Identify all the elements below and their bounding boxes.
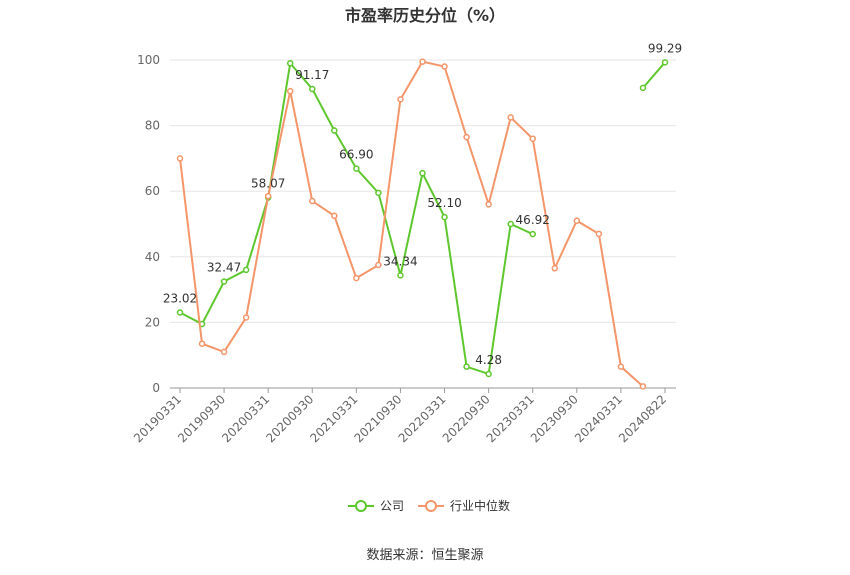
data-point [551,265,559,272]
data-point [485,370,492,378]
data-point [198,340,206,347]
data-label: 23.02 [163,291,197,305]
data-point [529,230,536,238]
grid [170,59,676,323]
data-point [353,274,360,282]
data-label: 52.10 [427,196,461,210]
data-point [220,348,228,356]
data-point [595,230,603,238]
y-tick-label: 80 [145,119,160,133]
data-label: 58.07 [251,177,285,191]
legend-swatch-marker [425,500,437,512]
data-point [264,192,272,200]
y-tick-label: 40 [145,250,160,264]
data-point [331,212,338,220]
data-point [639,84,647,92]
data-point [573,217,581,224]
data-point [507,114,514,121]
data-label: 34.34 [383,254,417,268]
legend[interactable]: 公司 行业中位数 [348,498,510,513]
y-tick-label: 60 [145,184,160,198]
data-point [397,272,404,279]
data-point [441,213,448,221]
data-point [220,278,228,285]
legend-label: 行业中位数 [450,498,510,513]
data-point [441,63,448,70]
data-point [507,220,514,228]
data-point [661,59,669,66]
source-note: 数据来源：恒生聚源 [366,548,483,563]
data-point [353,165,360,172]
y-axis: 0 20 40 60 80 100 [137,53,160,395]
x-tick-label: 20240822 [616,392,669,445]
y-tick-label: 0 [152,381,160,395]
y-tick-label: 20 [145,315,160,329]
series-line-1 [179,60,644,388]
series-line-0 [642,61,666,89]
y-tick-label: 100 [137,53,160,67]
data-label: 99.29 [648,41,682,55]
legend-swatch-marker [355,500,367,512]
data-point [419,169,426,177]
data-point [375,261,382,269]
data-label: 66.90 [339,148,373,162]
data-point [639,383,647,390]
data-labels: 23.02 32.47 58.07 91.17 66.90 34.34 52.10 4.28 4… [163,41,682,367]
data-point [419,58,426,65]
data-point [242,314,250,321]
data-point [463,133,470,141]
series-line-0 [179,61,534,376]
data-label: 4.28 [475,353,502,367]
data-point [286,60,294,67]
data-point [463,363,470,370]
data-point [309,85,316,93]
data-label: 91.17 [295,68,329,82]
data-point [309,197,316,205]
series-layer [176,58,669,390]
data-label: 46.92 [516,213,550,227]
data-point [397,96,404,103]
data-point [176,309,184,316]
data-point [242,266,250,274]
data-label: 32.47 [207,260,241,274]
data-point [485,201,492,208]
legend-label: 公司 [380,499,404,513]
data-point [375,189,382,197]
data-point [176,155,184,162]
x-axis: 2019033120190930202003312020093020210331… [131,387,676,445]
data-point [286,87,294,95]
data-point [529,135,536,142]
data-point [331,127,338,134]
data-point [617,363,625,370]
chart-title: 市盈率历史分位（%） [345,6,505,25]
